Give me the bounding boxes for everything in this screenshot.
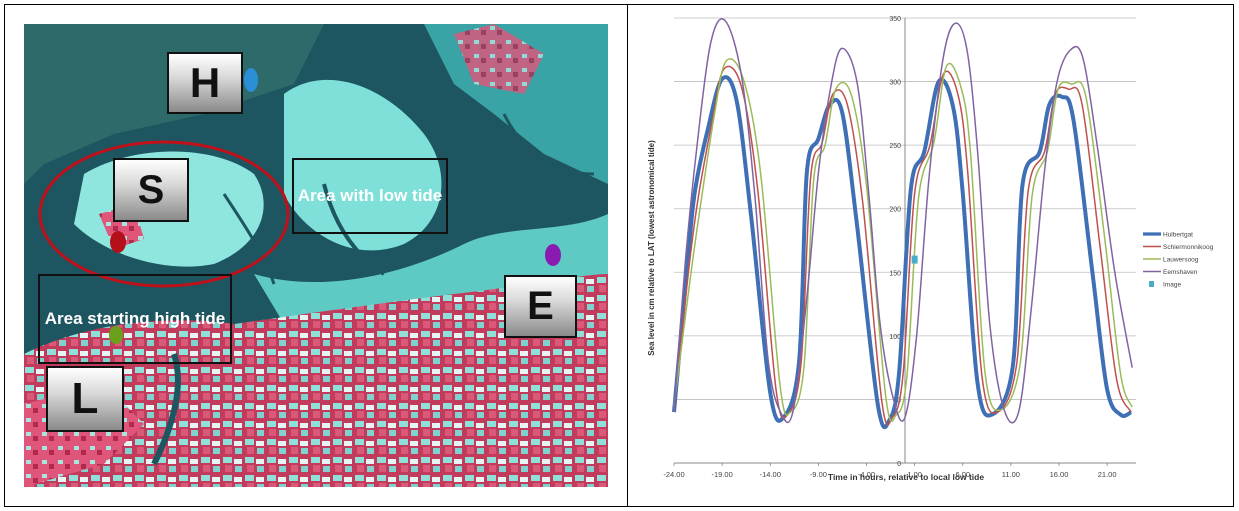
legend-label: Lauwersoog — [1163, 257, 1199, 264]
legend-swatch — [1149, 281, 1154, 287]
y-tick-label: 350 — [889, 16, 901, 23]
satellite-map: H S E L Area with low tide Area starting… — [24, 24, 608, 487]
image-point — [911, 255, 918, 264]
x-tick-label: 16.00 — [1050, 470, 1069, 479]
tidal-flat-east — [284, 79, 442, 251]
x-tick-label: 1.00 — [907, 470, 922, 479]
mudflat-band — [254, 214, 608, 324]
chart-legend: Hulbertgat Schiermonnikoog Lauwersoog Eemsh… — [1143, 232, 1214, 289]
x-tick-label: -19.00 — [711, 470, 732, 479]
label-high-tide-area: Area starting high tide — [38, 274, 232, 364]
y-tick-label: 100 — [889, 334, 901, 341]
series-line-schiermonnikoog — [673, 65, 1132, 426]
e-location-dot — [545, 244, 561, 266]
marker-s: S — [113, 158, 189, 222]
panel-divider — [627, 4, 628, 507]
y-tick-label: 150 — [889, 270, 901, 277]
marker-e: E — [504, 275, 577, 338]
y-axis-label: Sea level in cm relative to LAT (lowest … — [647, 140, 656, 356]
x-tick-labels: -24.00 -19.00 -14.00 -9.00 -4.00 1.00 6.00 11.0… — [663, 463, 1117, 479]
chart-series — [672, 18, 1133, 430]
label-low-tide-area: Area with low tide — [292, 158, 448, 234]
x-tick-label: -9.00 — [810, 470, 827, 479]
figure-frame — [4, 4, 1234, 507]
series-line-eemshaven — [673, 18, 1133, 424]
legend-label: Schiermonnikoog — [1163, 244, 1214, 251]
y-tick-label: 250 — [889, 143, 901, 150]
legend-label: Image — [1163, 282, 1181, 289]
legend-label: Hulbertgat — [1163, 232, 1193, 239]
l-location-dot — [109, 326, 123, 344]
x-axis-label: Time in hours, relative to local low tid… — [828, 472, 984, 482]
x-tick-label: 11.00 — [1002, 470, 1020, 479]
schiermonnikoog-ring — [38, 140, 290, 288]
series-line-lauwersoog — [673, 58, 1133, 423]
marker-h: H — [167, 52, 243, 114]
series-line-hulbertgat — [672, 75, 1133, 430]
s-location-dot — [110, 231, 126, 253]
h-location-dot — [244, 68, 258, 92]
y-tick-label: 200 — [889, 207, 901, 214]
x-tick-label: 21.00 — [1098, 470, 1117, 479]
marker-l: L — [46, 366, 124, 432]
x-tick-label: -14.00 — [760, 470, 781, 479]
legend-label: Eemshaven — [1163, 269, 1198, 276]
y-tick-label: 0 — [897, 461, 901, 468]
tide-chart: 0 50 100 150 200 250 300 350 -24.00 -19.00 -14.00… — [636, 8, 1231, 503]
x-tick-label: 6.00 — [955, 470, 970, 479]
y-tick-label: 300 — [889, 80, 901, 87]
x-tick-label: -24.00 — [663, 470, 684, 479]
x-tick-label: -4.00 — [858, 470, 875, 479]
